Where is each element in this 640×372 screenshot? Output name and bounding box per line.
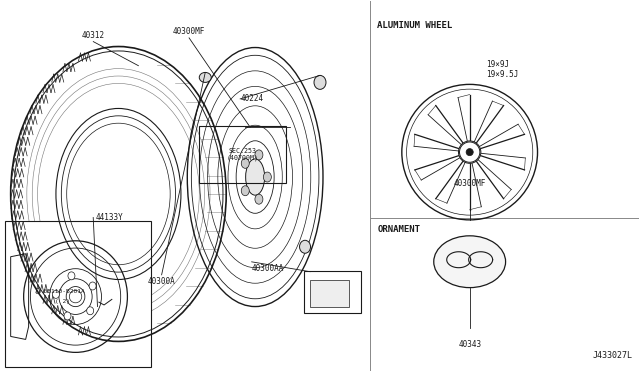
FancyBboxPatch shape xyxy=(310,280,349,307)
Ellipse shape xyxy=(241,186,249,196)
Text: ALUMINUM WHEEL: ALUMINUM WHEEL xyxy=(378,21,452,30)
Circle shape xyxy=(458,141,481,163)
Ellipse shape xyxy=(246,159,265,195)
Text: 40300AA: 40300AA xyxy=(252,264,284,273)
Ellipse shape xyxy=(89,282,96,290)
Ellipse shape xyxy=(255,194,263,204)
Text: 40300A: 40300A xyxy=(148,277,175,286)
Ellipse shape xyxy=(64,312,71,320)
Text: ( 2): ( 2) xyxy=(55,299,70,304)
Text: ④ 0B110-B201A: ④ 0B110-B201A xyxy=(36,289,84,294)
Text: SEC.253
(40700M): SEC.253 (40700M) xyxy=(227,148,259,161)
Text: 19×9J
19×9.5J: 19×9J 19×9.5J xyxy=(486,60,518,79)
Ellipse shape xyxy=(199,73,211,82)
Text: J433027L: J433027L xyxy=(593,351,633,360)
Text: 40224: 40224 xyxy=(240,94,263,103)
Circle shape xyxy=(460,142,480,162)
Circle shape xyxy=(69,291,82,303)
Ellipse shape xyxy=(434,236,506,288)
Ellipse shape xyxy=(241,158,249,168)
Ellipse shape xyxy=(264,172,271,182)
Ellipse shape xyxy=(52,291,60,298)
Ellipse shape xyxy=(314,76,326,89)
Text: 40343: 40343 xyxy=(458,340,482,349)
Text: 44133Y: 44133Y xyxy=(95,213,123,222)
Circle shape xyxy=(466,148,473,156)
Ellipse shape xyxy=(86,307,93,315)
FancyBboxPatch shape xyxy=(4,221,152,367)
Text: 40312: 40312 xyxy=(82,31,105,39)
Text: 40300MF: 40300MF xyxy=(173,27,205,36)
Text: 40300MF: 40300MF xyxy=(454,179,486,187)
Ellipse shape xyxy=(255,150,263,160)
Ellipse shape xyxy=(300,240,310,253)
Ellipse shape xyxy=(68,272,75,280)
Text: ORNAMENT: ORNAMENT xyxy=(378,225,420,234)
